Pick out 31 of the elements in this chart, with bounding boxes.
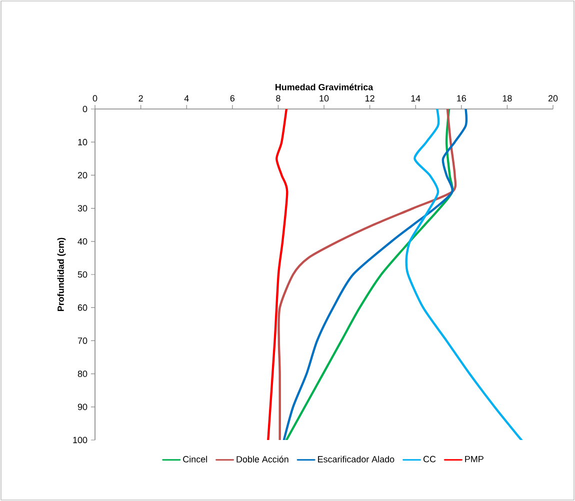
legend-label: PMP (465, 456, 484, 462)
line-series (405, 109, 522, 440)
x-tick-label: 12 (366, 95, 374, 102)
y-tick-label: 0 (82, 106, 88, 112)
legend-label: Escarificador Alado (318, 456, 394, 462)
x-tick-label: 14 (411, 95, 420, 102)
x-tick-label: 8 (276, 95, 280, 102)
x-tick-label: 4 (184, 95, 189, 102)
legend-label: CC (423, 456, 436, 462)
y-tick-label: 40 (78, 238, 88, 245)
legend-label: Cincel (183, 456, 207, 462)
y-tick-label: 100 (73, 436, 88, 444)
x-tick-label: 0 (92, 95, 98, 102)
y-tick-label: 50 (78, 271, 88, 278)
line-series (267, 109, 288, 440)
y-axis-title: Profundidad (cm) (57, 238, 66, 312)
x-tick-label: 16 (457, 95, 466, 102)
x-tick-label: 20 (548, 95, 558, 102)
x-axis-title: Humedad Gravimétrica (276, 84, 374, 90)
y-tick-label: 60 (78, 304, 88, 311)
y-tick-label: 20 (78, 172, 88, 178)
x-tick-label: 6 (230, 95, 235, 102)
x-tick-label: 2 (138, 95, 143, 102)
y-tick-label: 10 (78, 138, 88, 146)
x-tick-label: 10 (320, 95, 329, 102)
y-tick-label: 30 (78, 205, 88, 212)
x-tick-label: 18 (502, 95, 512, 102)
legend-label: Doble Acción (236, 456, 288, 462)
y-tick-label: 90 (78, 404, 88, 410)
y-tick-label: 80 (78, 370, 88, 377)
y-tick-label: 70 (78, 338, 88, 344)
